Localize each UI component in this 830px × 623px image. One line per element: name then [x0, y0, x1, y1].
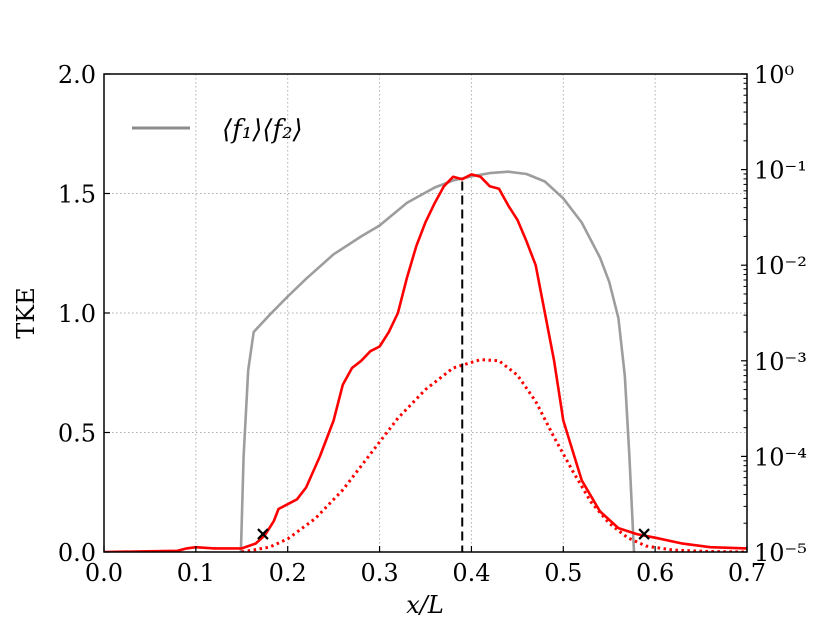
x-tick-label: 0.3	[360, 559, 398, 587]
x-tick-label: 0.4	[452, 559, 490, 587]
x-tick-label: 0.0	[85, 559, 123, 587]
y2-tick-label: 10⁻⁵	[754, 539, 807, 567]
x-tick-label: 0.2	[269, 559, 307, 587]
x-marker	[638, 528, 650, 540]
legend: ⟨f₁⟩⟨f₂⟩	[132, 115, 303, 145]
y2-tick-label: 10⁻¹	[754, 157, 807, 185]
y2-tick-label: 10⁻³	[754, 348, 807, 376]
y2-tick-label: 10⁰	[754, 61, 794, 89]
y-tick-label: 1.5	[58, 181, 96, 209]
y-tick-label: 0.0	[58, 539, 96, 567]
series-line-2	[241, 358, 747, 552]
y-axis-label: TKE	[12, 287, 40, 338]
x-tick-label: 0.7	[728, 559, 766, 587]
x-tick-label: 0.6	[636, 559, 674, 587]
overlay-layer	[257, 181, 650, 552]
x-marker	[257, 528, 269, 540]
x-tick-label: 0.1	[177, 559, 215, 587]
x-axis-label: x/L	[406, 591, 444, 619]
ticks-layer: 0.0 0.1 0.2 0.3 0.4 0.5 0.6 0.7 0.0 0.5 1.0 1.5 2.0 1…	[58, 61, 807, 587]
y2-tick-label: 10⁻²	[754, 252, 807, 280]
series-line-1	[104, 173, 747, 552]
x-tick-label: 0.5	[544, 559, 582, 587]
grid	[104, 74, 747, 552]
legend-label: ⟨f₁⟩⟨f₂⟩	[222, 115, 303, 145]
y2-tick-label: 10⁻⁴	[754, 443, 807, 471]
y-tick-label: 0.5	[58, 420, 96, 448]
y-tick-label: 1.0	[58, 300, 96, 328]
y-tick-label: 2.0	[58, 61, 96, 89]
series-layer	[104, 170, 747, 552]
